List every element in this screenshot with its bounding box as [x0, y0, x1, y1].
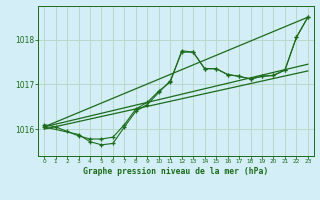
- X-axis label: Graphe pression niveau de la mer (hPa): Graphe pression niveau de la mer (hPa): [84, 167, 268, 176]
